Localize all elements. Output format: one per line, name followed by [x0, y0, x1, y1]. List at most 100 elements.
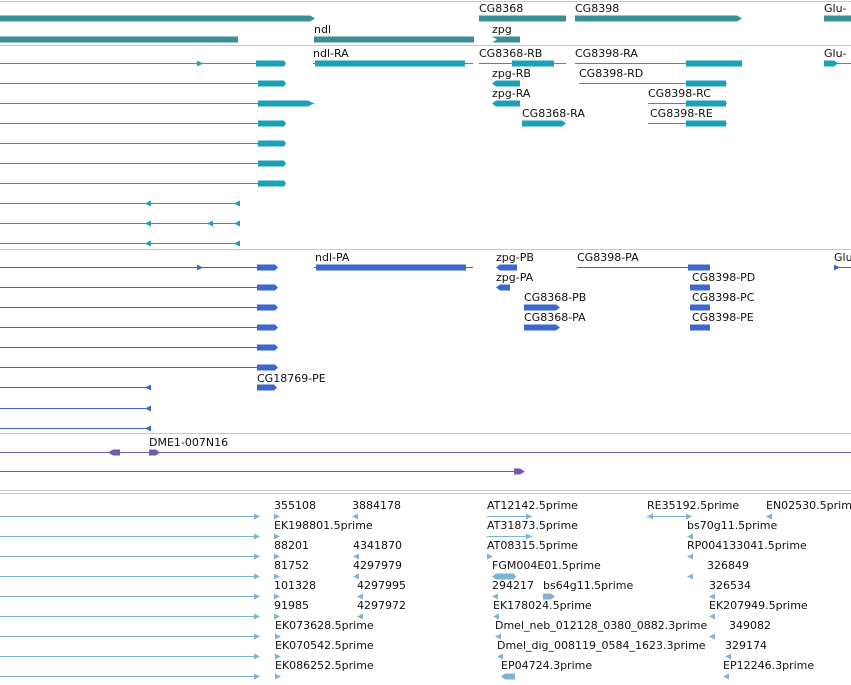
exon-block[interactable] [512, 60, 554, 67]
transcript-row-b5[interactable] [0, 344, 278, 351]
transcript-cg8368-pa[interactable]: CG8368-PA [524, 311, 586, 331]
exon[interactable] [234, 220, 240, 227]
est-4297972[interactable]: 4297972 [357, 599, 406, 620]
est-ep04724[interactable]: EP04724.3prime [501, 659, 592, 680]
exon[interactable] [258, 180, 286, 187]
exon-block[interactable] [316, 264, 466, 271]
gene-feature-left-upper[interactable] [0, 15, 315, 22]
clone-row-2[interactable] [0, 468, 525, 475]
exon[interactable] [496, 264, 517, 271]
transcript-row-b9[interactable] [0, 405, 151, 412]
est-glyph[interactable] [274, 553, 280, 560]
est-329174[interactable]: 329174 [725, 639, 767, 660]
est-glyph[interactable] [495, 633, 501, 640]
est-4341870[interactable]: 4341870 [353, 539, 402, 560]
est-glyph[interactable] [687, 533, 693, 540]
exon[interactable] [492, 100, 520, 107]
est-at08315[interactable]: AT08315.5prime [487, 539, 578, 560]
exon-block[interactable] [686, 60, 742, 67]
est-glyph[interactable] [352, 513, 358, 520]
transcript-row-a5[interactable] [0, 140, 286, 147]
transcript-zpg-rb[interactable]: zpg-RB [492, 67, 531, 87]
exon[interactable] [492, 80, 520, 87]
transcript-row-a4[interactable] [0, 120, 286, 127]
est-marker[interactable] [254, 593, 260, 600]
est-marker[interactable] [254, 653, 260, 660]
transcript-cg8398-pe[interactable]: CG8398-PE [690, 311, 754, 331]
est-101328[interactable]: 101328 [274, 579, 316, 600]
gene-glyph[interactable] [0, 36, 238, 43]
est-en02530[interactable]: EN02530.5prime [766, 499, 851, 520]
exon-block[interactable] [315, 60, 465, 67]
est-glyph[interactable] [725, 653, 731, 660]
est-dmel-dig[interactable]: Dmel_dig_008119_0584_1623.3prime [497, 639, 706, 660]
transcript-zpg-ra[interactable]: zpg-RA [492, 87, 531, 107]
est-marker[interactable] [254, 613, 260, 620]
est-355108[interactable]: 355108 [274, 499, 316, 520]
est-marker[interactable] [254, 513, 260, 520]
transcript-row-b4[interactable] [0, 324, 278, 331]
exon[interactable] [258, 120, 286, 127]
exon[interactable] [258, 100, 314, 107]
transcript-row-b3[interactable] [0, 304, 278, 311]
transcript-cg8398-re[interactable]: CG8398-RE [648, 107, 727, 127]
transcript-row-a6[interactable] [0, 160, 286, 167]
exon[interactable] [256, 60, 286, 67]
est-326849[interactable]: 326849 [687, 559, 749, 580]
est-glyph[interactable] [493, 613, 499, 620]
exon[interactable] [145, 240, 151, 247]
est-3884178[interactable]: 3884178 [352, 499, 401, 520]
clone-end[interactable] [108, 449, 120, 456]
est-326534[interactable]: 326534 [709, 579, 751, 600]
est-glyph[interactable] [492, 573, 516, 580]
est-bs64g11[interactable]: bs64g11.5prime [543, 579, 633, 600]
est-glyph[interactable] [501, 673, 515, 680]
exon-block[interactable] [688, 264, 710, 271]
est-rp004133041[interactable]: RP004133041.5prime [687, 539, 807, 560]
est-4297979[interactable]: 4297979 [353, 559, 402, 580]
est-glyph[interactable] [353, 573, 359, 580]
transcript-row-a3[interactable] [0, 100, 314, 107]
est-glyph[interactable] [274, 593, 280, 600]
transcript-cg8368-rb[interactable]: CG8368-RB [479, 47, 566, 67]
transcript-cg8398-pa[interactable]: CG8398-PA [577, 251, 710, 271]
est-glyph[interactable] [526, 513, 532, 520]
est-349082[interactable]: 349082 [709, 619, 771, 640]
est-glyph[interactable] [487, 553, 493, 560]
transcript-zpg-pa[interactable]: zpg-PA [496, 271, 534, 291]
est-ek207949[interactable]: EK207949.5prime [709, 599, 808, 620]
est-ep12246[interactable]: EP12246.3prime [723, 659, 814, 680]
est-marker[interactable] [254, 633, 260, 640]
transcript-cg8398-ra[interactable]: CG8398-RA [575, 47, 742, 67]
transcript-row-b2[interactable] [0, 284, 278, 291]
transcript-row-b10[interactable] [0, 425, 151, 432]
transcript-ndl-ra[interactable]: ndl-RA [313, 47, 473, 67]
exon-block[interactable] [686, 80, 726, 87]
est-ek086252[interactable]: EK086252.5prime [275, 659, 374, 680]
est-glyph[interactable] [647, 513, 653, 520]
est-glyph[interactable] [357, 593, 363, 600]
exon[interactable] [145, 220, 151, 227]
est-ek070542[interactable]: EK070542.5prime [275, 639, 374, 660]
exon[interactable] [522, 120, 566, 127]
est-glyph[interactable] [723, 673, 729, 680]
gene-glu[interactable]: Glu- [824, 2, 851, 22]
transcript-row-a9[interactable] [0, 220, 240, 227]
gene-glyph[interactable] [0, 15, 315, 22]
exon[interactable] [834, 264, 840, 271]
exon[interactable] [145, 200, 151, 207]
exon-block[interactable] [690, 324, 710, 331]
est-marker[interactable] [254, 553, 260, 560]
est-294217[interactable]: 294217 [492, 579, 534, 600]
transcript-cg8398-rc[interactable]: CG8398-RC [648, 87, 727, 107]
exon[interactable] [257, 324, 278, 331]
est-dmel-neb[interactable]: Dmel_neb_012128_0380_0882.3prime [495, 619, 707, 640]
exon[interactable] [496, 284, 510, 291]
est-glyph[interactable] [766, 513, 772, 520]
gene-cg8368[interactable]: CG8368 [479, 2, 566, 22]
transcript-cg8368-pb[interactable]: CG8368-PB [524, 291, 586, 311]
est-glyph[interactable] [687, 573, 693, 580]
exon[interactable] [257, 364, 278, 371]
est-bs70g11[interactable]: bs70g11.5prime [687, 519, 777, 540]
est-91985[interactable]: 91985 [274, 599, 309, 620]
